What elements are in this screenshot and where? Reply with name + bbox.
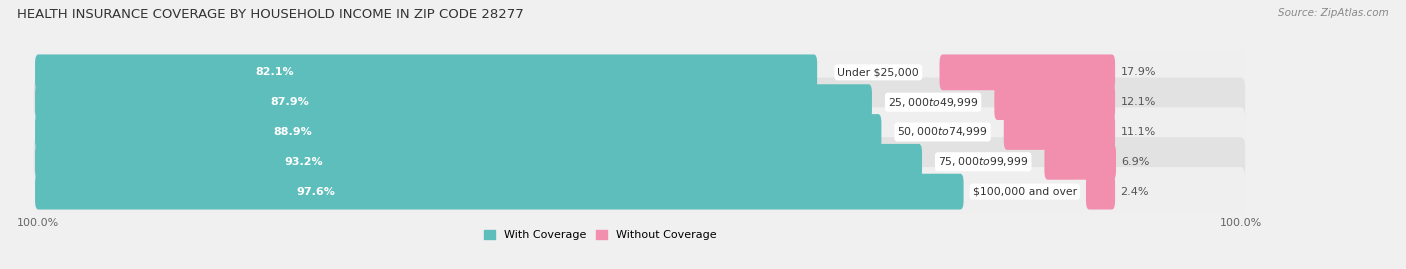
Text: 88.9%: 88.9%	[273, 127, 312, 137]
FancyBboxPatch shape	[34, 77, 1246, 127]
Text: $50,000 to $74,999: $50,000 to $74,999	[897, 125, 988, 139]
Text: $75,000 to $99,999: $75,000 to $99,999	[938, 155, 1028, 168]
FancyBboxPatch shape	[35, 144, 922, 180]
FancyBboxPatch shape	[939, 54, 1115, 90]
FancyBboxPatch shape	[994, 84, 1115, 120]
FancyBboxPatch shape	[35, 54, 817, 90]
FancyBboxPatch shape	[1045, 144, 1116, 180]
FancyBboxPatch shape	[1085, 174, 1115, 210]
Text: 17.9%: 17.9%	[1121, 67, 1156, 77]
Text: 82.1%: 82.1%	[256, 67, 294, 77]
FancyBboxPatch shape	[34, 137, 1246, 186]
Text: 12.1%: 12.1%	[1121, 97, 1156, 107]
Legend: With Coverage, Without Coverage: With Coverage, Without Coverage	[479, 225, 721, 245]
FancyBboxPatch shape	[1004, 114, 1115, 150]
FancyBboxPatch shape	[34, 48, 1246, 97]
Text: $25,000 to $49,999: $25,000 to $49,999	[889, 96, 979, 109]
FancyBboxPatch shape	[35, 84, 872, 120]
Text: 11.1%: 11.1%	[1121, 127, 1156, 137]
FancyBboxPatch shape	[34, 167, 1246, 216]
Text: HEALTH INSURANCE COVERAGE BY HOUSEHOLD INCOME IN ZIP CODE 28277: HEALTH INSURANCE COVERAGE BY HOUSEHOLD I…	[17, 8, 523, 21]
Text: 97.6%: 97.6%	[297, 187, 336, 197]
FancyBboxPatch shape	[35, 114, 882, 150]
Text: 93.2%: 93.2%	[285, 157, 323, 167]
Text: 87.9%: 87.9%	[271, 97, 309, 107]
FancyBboxPatch shape	[34, 107, 1246, 157]
Text: 2.4%: 2.4%	[1121, 187, 1149, 197]
Text: 6.9%: 6.9%	[1122, 157, 1150, 167]
FancyBboxPatch shape	[35, 174, 963, 210]
Text: Under $25,000: Under $25,000	[838, 67, 920, 77]
Text: $100,000 and over: $100,000 and over	[973, 187, 1077, 197]
Text: Source: ZipAtlas.com: Source: ZipAtlas.com	[1278, 8, 1389, 18]
